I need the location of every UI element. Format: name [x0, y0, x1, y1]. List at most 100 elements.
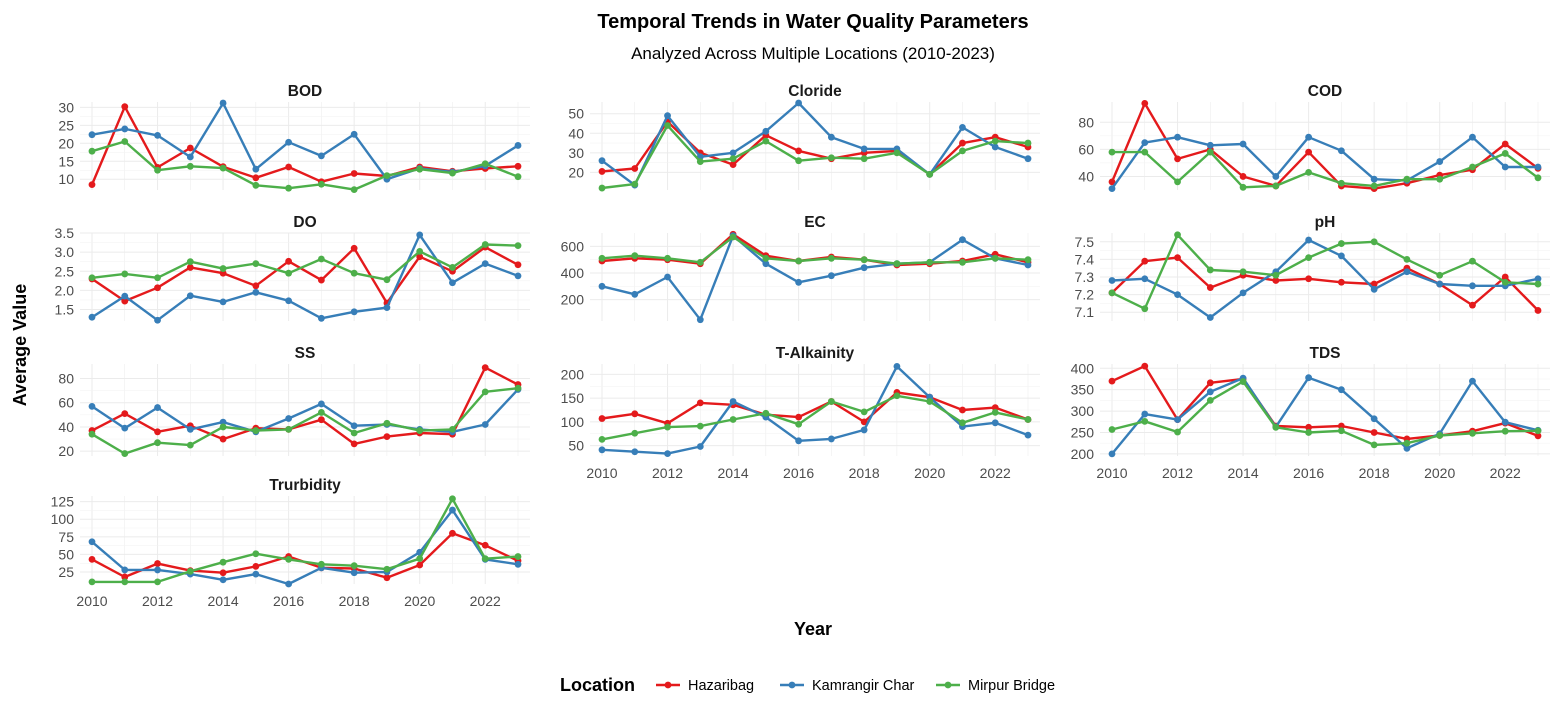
data-point: [1141, 305, 1149, 313]
data-point: [827, 133, 835, 141]
data-point: [959, 258, 966, 266]
data-point: [827, 435, 835, 443]
data-point: [186, 264, 194, 271]
data-point: [317, 560, 325, 568]
data-point: [88, 430, 96, 438]
legend-key-point: [664, 681, 672, 689]
data-point: [186, 153, 194, 161]
facet-panel: pH 7.17.2 7.3 7.47.5: [1075, 214, 1550, 321]
grid: [1100, 233, 1550, 321]
y-tick-label: 400: [561, 265, 585, 281]
data-point: [219, 265, 227, 272]
data-point: [1206, 379, 1214, 387]
series-line: [91, 233, 519, 322]
series-line: [1111, 376, 1539, 455]
data-point: [664, 254, 671, 262]
data-point: [219, 569, 227, 577]
data-point: [416, 555, 424, 563]
data-point: [317, 255, 325, 263]
data-point: [1206, 266, 1214, 274]
y-tick-label: 30: [58, 99, 74, 115]
data-point: [416, 165, 424, 173]
data-point: [959, 236, 966, 244]
facet-panel: T-Alkainity 50 100 150 200 2010 2012 2014 2016 20…: [561, 345, 1040, 481]
data-point: [481, 160, 489, 168]
data-point: [514, 553, 522, 560]
series-line: [1110, 102, 1539, 190]
data-point: [1206, 141, 1214, 149]
data-point: [219, 423, 227, 431]
data-point: [696, 158, 704, 166]
data-point: [121, 450, 129, 457]
data-point: [1534, 432, 1542, 440]
data-point: [1239, 378, 1247, 385]
data-point: [350, 308, 358, 316]
series-kamrangir-char: [88, 231, 522, 324]
data-point: [219, 418, 227, 426]
data-point: [416, 231, 424, 239]
data-point: [1305, 148, 1313, 156]
series-line: [601, 120, 1029, 176]
data-point: [481, 388, 489, 396]
data-point: [514, 142, 522, 149]
data-point: [154, 578, 161, 586]
data-point: [350, 429, 358, 437]
series-mirpur-bridge: [598, 233, 1032, 268]
x-tick-label: 2018: [1359, 465, 1390, 481]
y-tick-label: 20: [568, 164, 584, 180]
data-point: [1534, 427, 1542, 435]
data-point: [383, 574, 391, 582]
data-point: [1272, 277, 1280, 284]
facet-panel: BOD 10 15 20 25 30: [58, 83, 530, 194]
x-tick-label: 2014: [717, 465, 748, 481]
data-point: [1305, 275, 1313, 283]
data-point: [1337, 386, 1345, 394]
data-point: [1174, 254, 1181, 262]
data-point: [252, 550, 260, 558]
data-point: [350, 422, 358, 430]
data-point: [514, 261, 522, 269]
data-point: [219, 164, 227, 172]
data-point: [186, 144, 194, 152]
data-point: [1534, 275, 1542, 283]
facet-panel: SS 20 40 60 80: [58, 345, 530, 459]
data-point: [1370, 441, 1378, 449]
data-point: [729, 398, 737, 405]
data-point: [827, 154, 835, 162]
legend-key-point: [788, 681, 796, 689]
data-point: [1024, 256, 1032, 264]
data-point: [154, 284, 161, 292]
data-point: [252, 174, 260, 182]
data-point: [383, 419, 391, 427]
data-point: [285, 425, 293, 433]
y-tick-label: 50: [58, 546, 74, 562]
data-point: [1174, 133, 1181, 141]
data-point: [959, 406, 966, 414]
data-point: [1436, 280, 1444, 288]
data-point: [121, 573, 129, 581]
series-line: [601, 365, 1029, 455]
data-point: [88, 313, 96, 321]
data-point: [631, 165, 639, 172]
series-line: [91, 366, 519, 446]
data-point: [121, 297, 129, 305]
data-point: [631, 429, 639, 437]
data-point: [1174, 231, 1181, 239]
data-point: [154, 166, 161, 174]
y-tick-label: 10: [58, 171, 74, 187]
data-point: [1469, 301, 1476, 309]
data-point: [481, 364, 489, 372]
data-point: [449, 425, 456, 433]
facet-title: EC: [804, 214, 826, 231]
data-point: [598, 157, 606, 165]
series-kamrangir-char: [88, 506, 522, 588]
data-point: [350, 244, 358, 252]
data-point: [88, 578, 96, 586]
data-point: [795, 157, 803, 165]
data-point: [88, 555, 96, 563]
data-point: [1337, 278, 1345, 286]
data-point: [631, 448, 639, 456]
data-point: [860, 264, 868, 272]
series-line: [1111, 135, 1538, 190]
data-point: [1024, 139, 1032, 147]
